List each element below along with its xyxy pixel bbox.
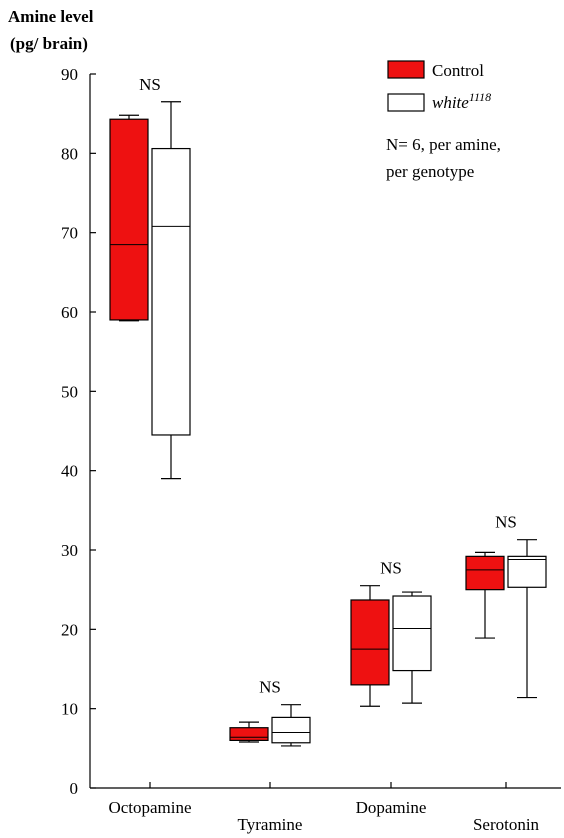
y-tick-label: 20	[61, 620, 78, 639]
y-tick-label: 50	[61, 382, 78, 401]
iqr-box	[151, 147, 191, 436]
y-tick-label: 30	[61, 541, 78, 560]
iqr-box	[392, 595, 432, 672]
y-tick-label: 90	[61, 65, 78, 84]
y-axis-title-line2: (pg/ brain)	[10, 34, 88, 53]
box-series	[109, 101, 547, 747]
x-tick-label-serotonin: Serotonin	[473, 815, 540, 834]
x-axis-ticks: Octopamine Tyramine Dopamine Serotonin	[108, 782, 540, 834]
box-white1118-octopamine	[151, 101, 191, 480]
sample-size-note-line2: per genotype	[386, 162, 474, 181]
y-tick-label: 70	[61, 224, 78, 243]
legend-label-white-superscript: 1118	[469, 90, 491, 104]
legend-swatch-control	[387, 60, 425, 79]
legend-label-white-text: white	[432, 93, 469, 112]
y-tick-label: 10	[61, 700, 78, 719]
iqr-box	[350, 599, 390, 686]
significance-label: NS	[380, 559, 402, 578]
legend-swatch-white1118	[387, 93, 425, 112]
iqr-box	[109, 118, 149, 321]
x-tick-label-dopamine: Dopamine	[356, 798, 427, 817]
legend-label-control: Control	[432, 61, 484, 80]
significance-labels: NS NS NS NS	[139, 75, 517, 697]
significance-label: NS	[139, 75, 161, 94]
x-tick-label-octopamine: Octopamine	[108, 798, 191, 817]
y-tick-label: 40	[61, 462, 78, 481]
box-white1118-tyramine	[271, 704, 311, 747]
iqr-box	[271, 716, 311, 744]
x-tick-label-tyramine: Tyramine	[238, 815, 303, 834]
iqr-box	[465, 555, 505, 591]
box-control-octopamine	[109, 114, 149, 322]
box-control-tyramine	[229, 721, 269, 743]
legend-label-white1118: white1118	[432, 90, 491, 112]
box-control-dopamine	[350, 585, 390, 707]
y-tick-label: 60	[61, 303, 78, 322]
y-tick-label: 0	[70, 779, 79, 798]
significance-label: NS	[259, 678, 281, 697]
y-tick-label: 80	[61, 144, 78, 163]
iqr-box	[507, 555, 547, 588]
y-axis-ticks: 0 10 20 30 40 50 60 70 80 90	[61, 65, 96, 798]
significance-label: NS	[495, 513, 517, 532]
legend: Control white1118 N= 6, per amine, per g…	[386, 60, 501, 181]
box-white1118-serotonin	[507, 539, 547, 699]
y-axis-title-line1: Amine level	[8, 7, 94, 26]
iqr-box	[229, 727, 269, 741]
sample-size-note-line1: N= 6, per amine,	[386, 135, 501, 154]
box-white1118-dopamine	[392, 591, 432, 704]
box-control-serotonin	[465, 551, 505, 639]
